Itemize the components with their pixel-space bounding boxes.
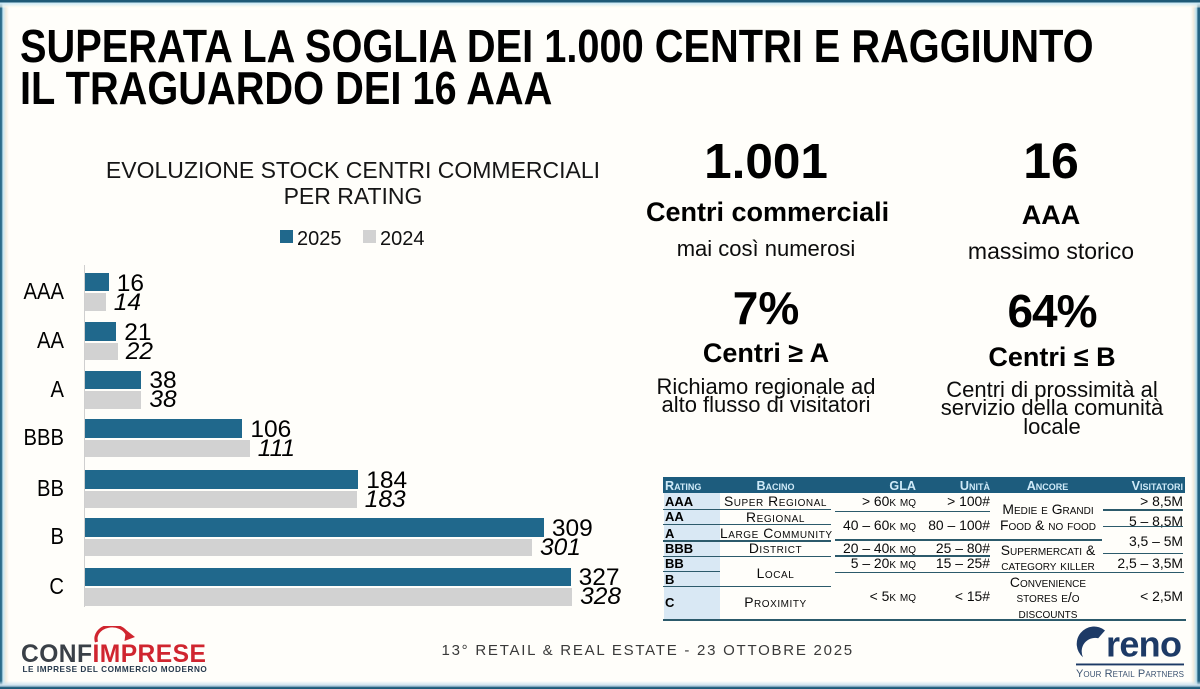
svg-text:reno: reno: [1106, 624, 1182, 665]
svg-text:Your Retail Partners: Your Retail Partners: [1076, 668, 1184, 680]
